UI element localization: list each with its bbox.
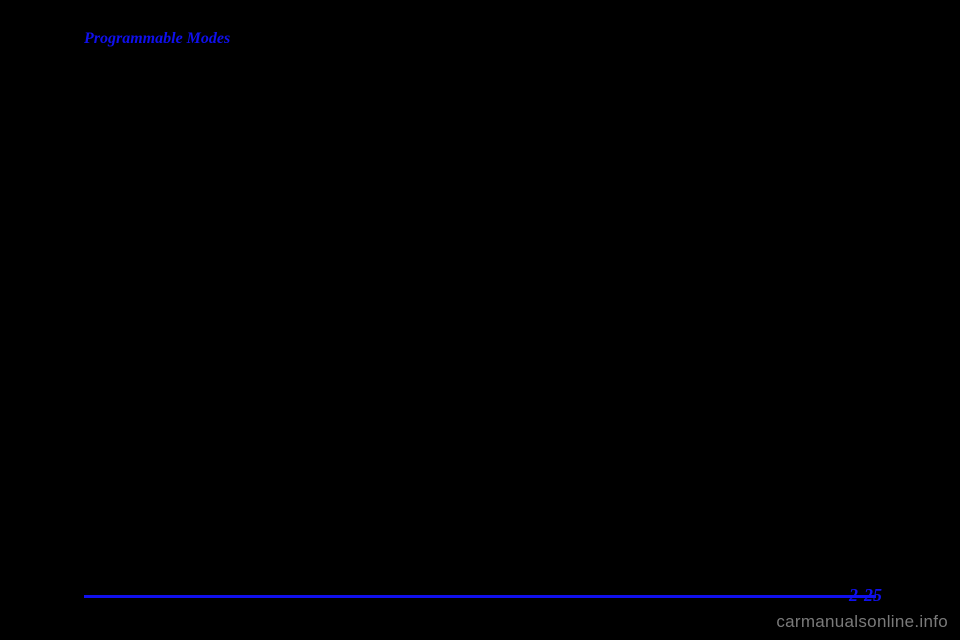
site-watermark: carmanualsonline.info — [776, 612, 948, 632]
page-number: 2-25 — [849, 585, 882, 606]
footer-rule — [84, 595, 876, 598]
section-heading: Programmable Modes — [84, 30, 230, 48]
